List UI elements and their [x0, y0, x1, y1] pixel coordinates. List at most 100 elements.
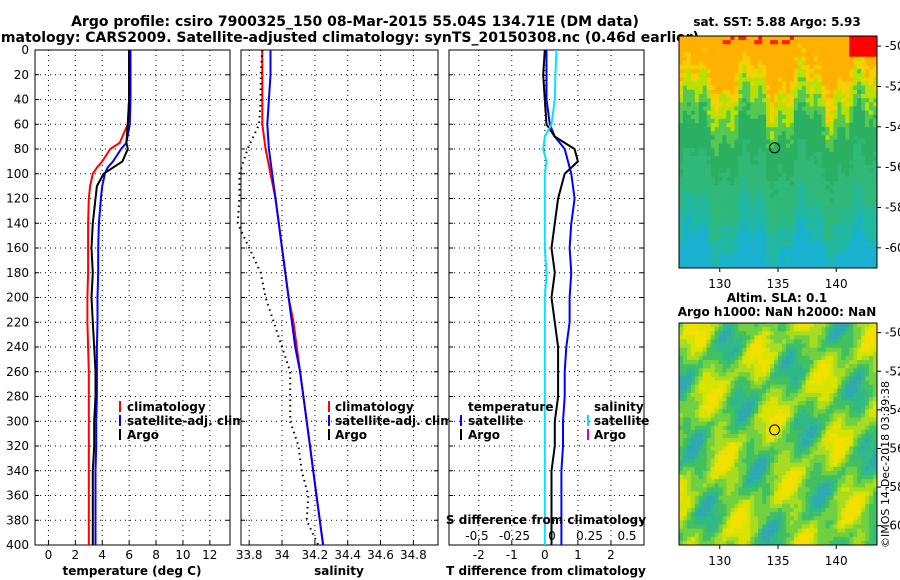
- map-cell: [698, 471, 704, 476]
- map-cell: [853, 255, 858, 261]
- map-cell: [758, 226, 763, 232]
- map-cell: [694, 147, 700, 153]
- map-cell: [873, 230, 878, 236]
- map-cell: [849, 123, 854, 128]
- map-cell: [702, 110, 708, 116]
- map-cell: [722, 114, 727, 120]
- map-cell: [762, 421, 767, 427]
- map-cell: [730, 181, 735, 186]
- map-cell: [833, 127, 838, 132]
- map-cell: [746, 139, 751, 145]
- map-cell: [742, 143, 747, 149]
- map-cell: [793, 425, 799, 431]
- map-cell: [837, 368, 842, 373]
- map-cell: [690, 85, 696, 91]
- map-cell: [686, 384, 692, 390]
- map-cell: [865, 454, 870, 459]
- map-cell: [869, 89, 874, 95]
- map-cell: [770, 94, 775, 99]
- map-cell: [774, 123, 779, 128]
- map-cell: [754, 214, 759, 219]
- map-cell: [758, 323, 763, 328]
- map-cell: [734, 56, 739, 62]
- map-cell: [718, 331, 723, 336]
- map-cell: [730, 392, 735, 398]
- map-cell: [710, 152, 715, 157]
- map-cell: [750, 239, 755, 244]
- map-cell: [754, 226, 759, 232]
- salinity-plot-frame: [240, 49, 439, 546]
- map-cell: [781, 110, 787, 116]
- map-cell: [778, 372, 783, 377]
- map-cell: [817, 335, 822, 340]
- map-cell: [746, 210, 751, 215]
- map-cell: [865, 335, 870, 340]
- map-cell: [861, 247, 866, 252]
- map-cell: [817, 181, 822, 186]
- map-cell: [805, 89, 810, 95]
- map-cell: [702, 425, 708, 431]
- map-cell: [734, 471, 739, 476]
- map-cell: [679, 197, 684, 203]
- map-cell: [857, 226, 862, 232]
- map-cell: [686, 218, 692, 223]
- map-cell: [857, 360, 862, 365]
- map-cell: [861, 388, 866, 394]
- map-cell: [845, 48, 850, 53]
- map-cell: [746, 372, 751, 377]
- map-cell: [702, 462, 708, 468]
- map-cell: [857, 405, 862, 410]
- map-cell: [869, 193, 874, 198]
- map-cell: [770, 143, 775, 149]
- map-cell: [738, 397, 743, 402]
- map-cell: [726, 355, 731, 361]
- map-cell: [817, 164, 822, 169]
- map-cell: [785, 239, 791, 244]
- map-cell: [722, 243, 727, 248]
- map-cell: [857, 44, 862, 49]
- map-cell: [746, 335, 751, 340]
- map-cell: [833, 48, 838, 53]
- map-cell: [750, 458, 755, 464]
- map-cell: [742, 454, 747, 459]
- map-cell: [869, 234, 874, 240]
- map-cell: [829, 226, 834, 232]
- map-cell: [770, 168, 775, 174]
- map-cell: [785, 388, 791, 394]
- map-cell: [857, 251, 862, 256]
- map-cell: [845, 360, 850, 365]
- map-cell: [682, 205, 688, 211]
- map-cell: [706, 94, 711, 99]
- map-cell: [730, 94, 735, 99]
- map-cell: [758, 364, 763, 369]
- map-cell: [686, 197, 692, 203]
- map-cell: [805, 98, 810, 103]
- map-cell: [698, 210, 704, 215]
- map-cell: [809, 442, 814, 447]
- map-cell: [774, 77, 779, 82]
- map-cell: [758, 255, 763, 261]
- map-cell: [817, 60, 822, 66]
- map-cell: [774, 351, 779, 357]
- map-cell: [829, 327, 834, 332]
- map-cell: [770, 364, 775, 369]
- map-cell: [722, 376, 727, 381]
- map-cell: [833, 152, 838, 157]
- map-cell: [793, 110, 799, 116]
- map-cell: [714, 114, 719, 120]
- map-cell: [774, 239, 779, 244]
- map-cell: [793, 401, 799, 406]
- map-cell: [809, 351, 814, 357]
- map-cell: [793, 94, 799, 99]
- map-cell: [682, 143, 688, 149]
- map-cell: [706, 110, 711, 116]
- map-cell: [738, 210, 743, 215]
- map-cell: [837, 471, 842, 476]
- map-cell: [865, 77, 870, 82]
- map-cell: [746, 368, 751, 373]
- map-cell: [813, 355, 818, 361]
- map-cell: [726, 471, 731, 476]
- map-cell: [702, 421, 708, 427]
- map-cell: [857, 127, 862, 132]
- figure-title-line1: Argo profile: csiro 7900325_150 08-Mar-2…: [71, 14, 639, 30]
